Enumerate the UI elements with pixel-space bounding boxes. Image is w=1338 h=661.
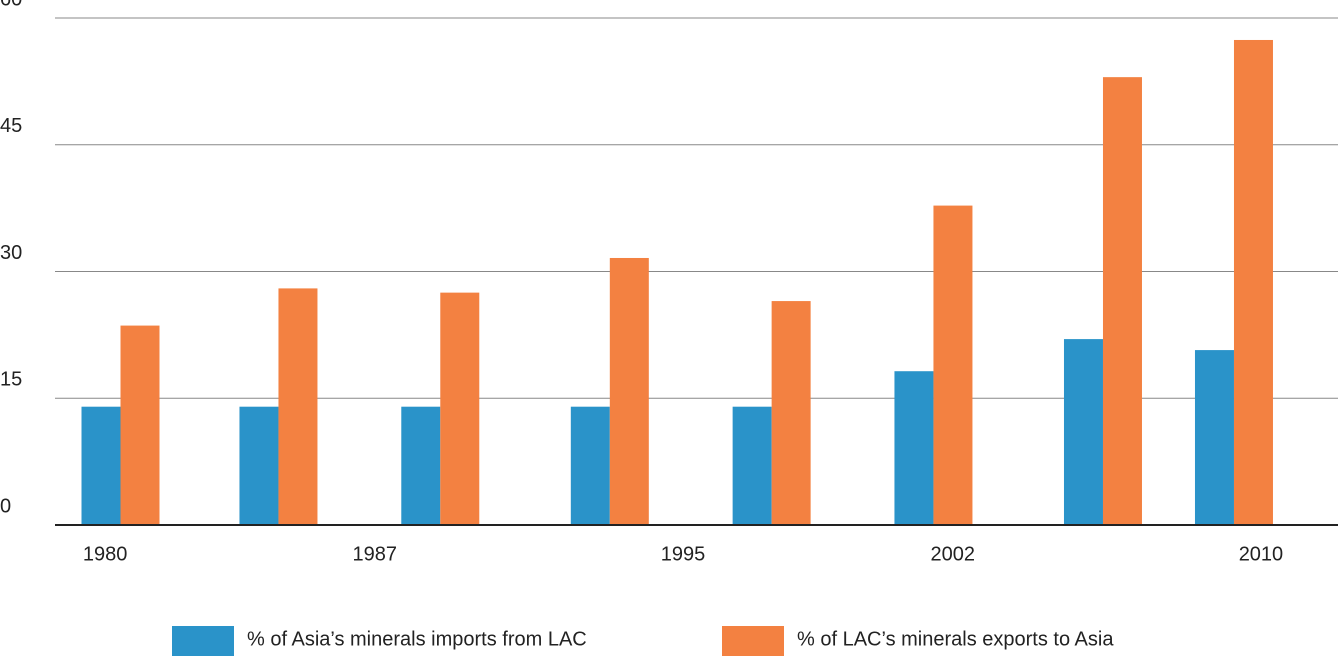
x-tick-label: 1980 — [83, 543, 128, 565]
x-tick-label: 1987 — [353, 543, 398, 565]
bar — [1233, 39, 1273, 525]
bar — [1102, 77, 1142, 526]
legend-label: % of LAC’s minerals exports to Asia — [797, 628, 1114, 650]
y-tick-label: 60 — [0, 0, 22, 10]
bar — [570, 406, 610, 525]
y-tick-label: 45 — [0, 115, 22, 137]
bar — [81, 406, 121, 525]
bar — [1063, 339, 1103, 525]
bar — [239, 406, 279, 525]
y-tick-label: 15 — [0, 369, 22, 391]
bar — [401, 406, 441, 525]
bar — [1194, 350, 1234, 525]
x-tick-label: 2010 — [1239, 543, 1284, 565]
bar — [894, 371, 934, 525]
legend-label: % of Asia’s minerals imports from LAC — [247, 628, 587, 650]
x-tick-label: 2002 — [930, 543, 975, 565]
legend-swatch — [172, 626, 234, 656]
y-tick-label: 0 — [0, 495, 11, 517]
bar — [440, 292, 480, 525]
bar — [278, 288, 318, 525]
bar — [120, 325, 160, 525]
bar — [771, 301, 811, 525]
y-tick-label: 30 — [0, 242, 22, 264]
legend-swatch — [722, 626, 784, 656]
bar — [933, 205, 973, 525]
bar — [732, 406, 772, 525]
bar — [609, 257, 649, 525]
x-tick-label: 1995 — [661, 543, 706, 565]
